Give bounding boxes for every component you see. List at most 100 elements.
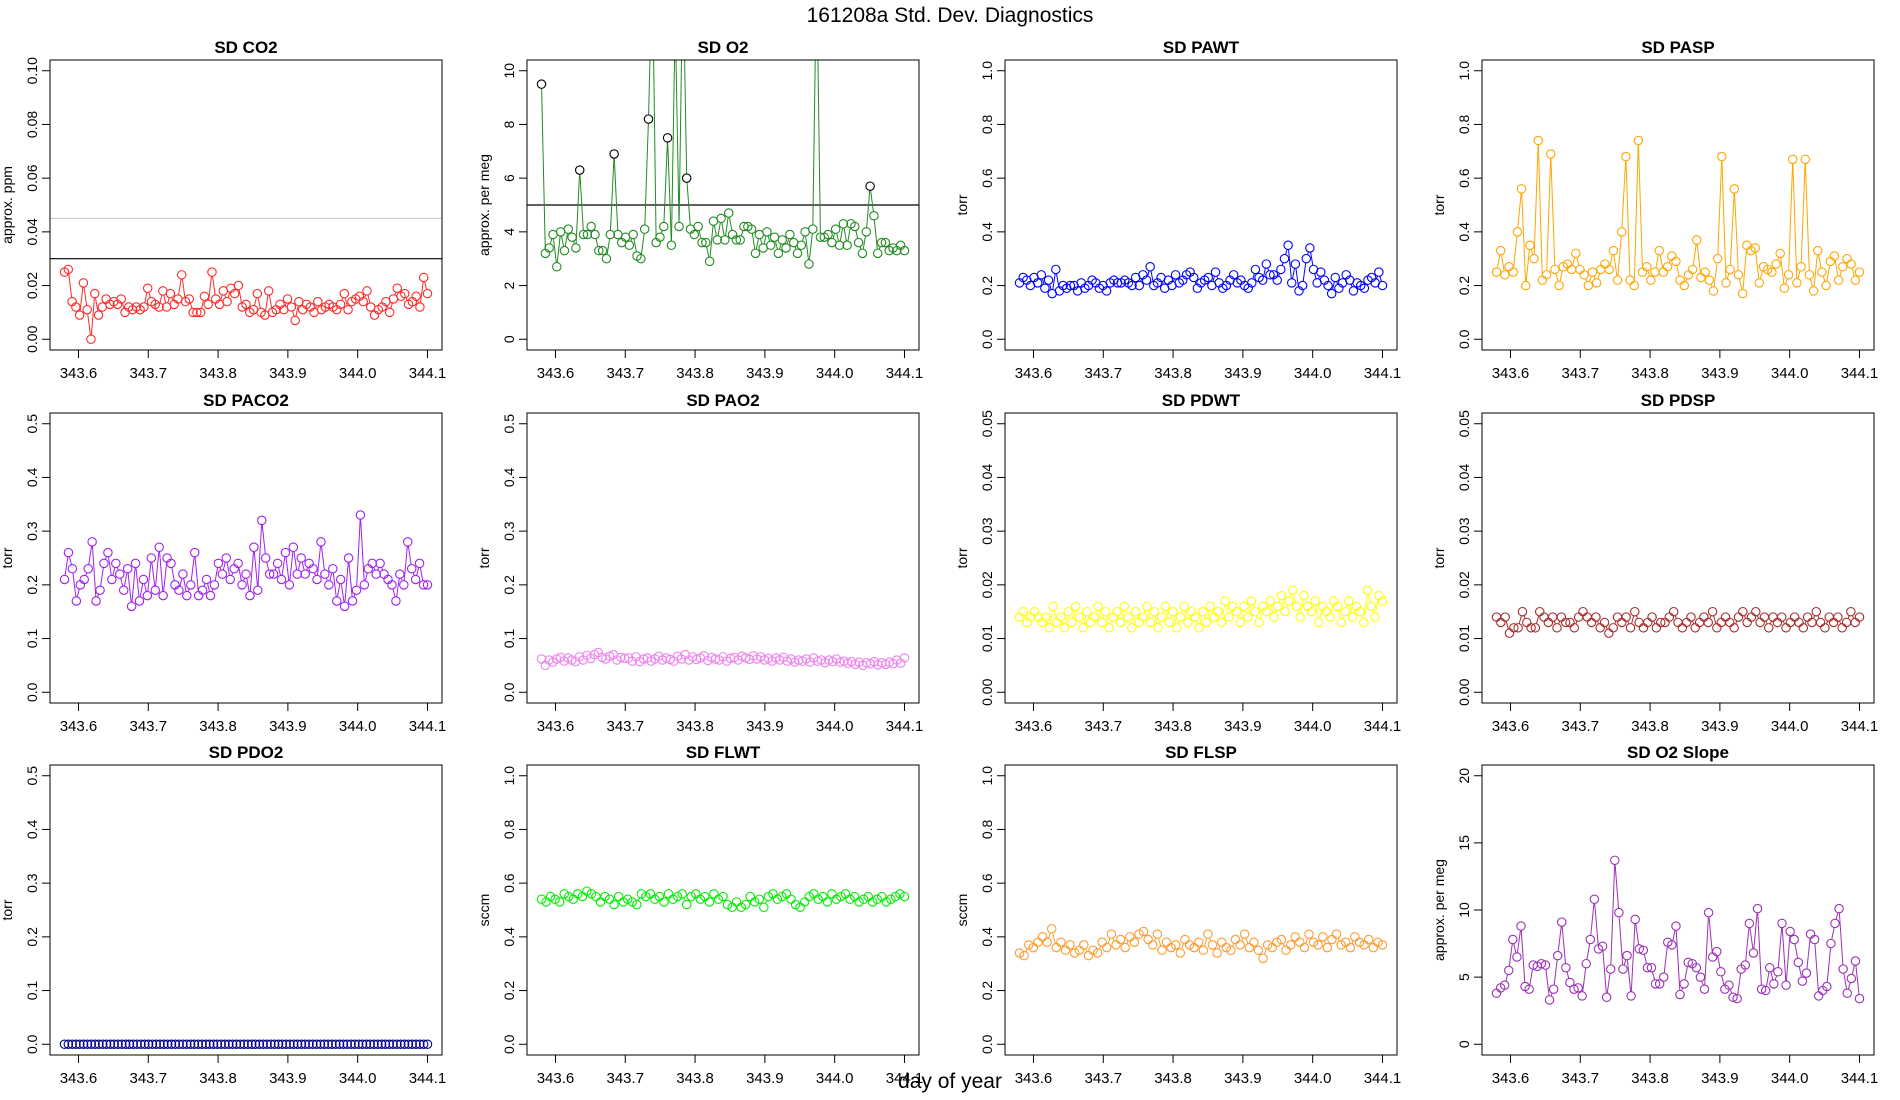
data-point: [253, 585, 263, 595]
data-point: [890, 891, 901, 902]
data-point: [308, 563, 318, 574]
data-point: [662, 133, 673, 143]
series-segment: [663, 142, 668, 223]
y-tick-label: 0.02: [979, 571, 995, 598]
data-point: [1781, 623, 1791, 633]
series-segment: [725, 217, 729, 236]
series-segment: [870, 190, 874, 212]
y-tick-label: 6: [501, 174, 517, 182]
data-point: [1679, 280, 1690, 291]
data-point: [1175, 612, 1186, 622]
data-point: [263, 286, 274, 296]
data-point: [1499, 980, 1510, 990]
series-segment: [135, 567, 140, 597]
data-point: [1765, 962, 1775, 973]
data-point: [150, 585, 161, 595]
series-segment: [257, 524, 263, 587]
data-point: [418, 1039, 429, 1050]
data-point: [1060, 945, 1071, 956]
y-tick-label: 0.4: [979, 927, 995, 947]
data-point: [346, 1039, 356, 1050]
series-segment: [713, 225, 717, 236]
data-point: [1285, 940, 1296, 950]
data-point: [1504, 262, 1514, 272]
data-point: [399, 580, 409, 590]
plot-frame: [49, 59, 443, 351]
series-segment: [1777, 927, 1783, 968]
series-segment: [159, 551, 164, 592]
data-point: [666, 240, 677, 251]
data-point: [1837, 623, 1847, 633]
data-point: [1675, 989, 1685, 1000]
data-point: [1589, 894, 1600, 905]
plot-area: [536, 886, 910, 913]
data-point: [858, 894, 869, 905]
x-tick-label: 344.0: [816, 718, 854, 735]
x-tick-label: 343.8: [676, 365, 714, 382]
x-tick-label: 343.8: [676, 1070, 714, 1087]
data-point: [1203, 272, 1214, 283]
panel-sd-pdo2: SD PDO2 torr 0.0 0.1 0.2 0.3 0.4 0.5 343.6 343.7 3…: [0, 743, 446, 1087]
x-tick-label: 343.6: [1015, 718, 1053, 735]
y-axis-label: torr: [954, 194, 970, 215]
panel-sd-pasp: SD PASP torr 0.0 0.2 0.4 0.6 0.8 1.0 343.6 343.7 3…: [1431, 38, 1878, 382]
plot-frame: [1481, 59, 1875, 351]
x-tick-label: 344.1: [1364, 1070, 1402, 1087]
data-point: [296, 553, 306, 563]
data-point: [622, 894, 633, 905]
data-point: [773, 248, 784, 259]
data-point: [1601, 992, 1612, 1003]
series-segment: [403, 546, 408, 581]
data-point: [1258, 953, 1268, 964]
data-point: [371, 569, 381, 579]
data-point: [227, 1039, 238, 1050]
series-segment: [564, 233, 569, 247]
data-point: [681, 173, 692, 183]
series-segment: [278, 567, 281, 576]
y-tick-label: 10: [1456, 902, 1472, 918]
data-point: [1526, 623, 1536, 633]
x-tick-label: 343.8: [199, 1070, 237, 1087]
y-tick-label: 0.8: [979, 115, 995, 135]
data-point: [1286, 278, 1297, 288]
x-tick-label: 344.0: [1771, 365, 1809, 382]
data-point: [1699, 984, 1710, 994]
data-point: [1767, 267, 1777, 277]
data-point: [1569, 623, 1580, 633]
data-point: [725, 653, 736, 664]
data-point: [1828, 617, 1839, 628]
data-point: [1732, 993, 1742, 1004]
x-tick-label: 343.6: [537, 365, 575, 382]
y-tick-label: 0.00: [1456, 678, 1472, 705]
data-point: [1175, 948, 1186, 958]
series-segment: [751, 233, 756, 250]
data-point: [361, 1039, 372, 1050]
data-point: [1212, 948, 1222, 958]
data-point: [63, 264, 74, 275]
data-point: [1327, 934, 1337, 945]
series-segment: [1363, 594, 1368, 619]
plot-area: [50, 217, 442, 345]
series-segment: [1121, 610, 1124, 619]
panel-title: SD CO2: [214, 38, 277, 57]
data-point: [1235, 617, 1246, 628]
data-point: [159, 1039, 169, 1050]
data-point: [143, 1039, 154, 1050]
panel-sd-pawt: SD PAWT torr 0.0 0.2 0.4 0.6 0.8 1.0 343.6 343.7 3…: [954, 38, 1401, 382]
data-point: [1148, 940, 1158, 950]
x-tick-label: 343.9: [1701, 718, 1739, 735]
y-tick-label: 0.6: [1456, 168, 1472, 188]
data-point: [407, 1039, 417, 1050]
data-point: [1160, 601, 1171, 612]
data-point: [785, 229, 795, 240]
data-point: [1253, 945, 1264, 956]
data-point: [831, 894, 842, 905]
y-tick-label: 0.1: [24, 629, 40, 649]
data-point: [1577, 991, 1587, 1001]
data-point: [559, 889, 569, 899]
series-segment: [1818, 254, 1822, 269]
series-segment: [866, 190, 871, 228]
data-point: [1566, 264, 1577, 275]
data-point: [1530, 623, 1541, 633]
data-point: [1696, 272, 1706, 283]
